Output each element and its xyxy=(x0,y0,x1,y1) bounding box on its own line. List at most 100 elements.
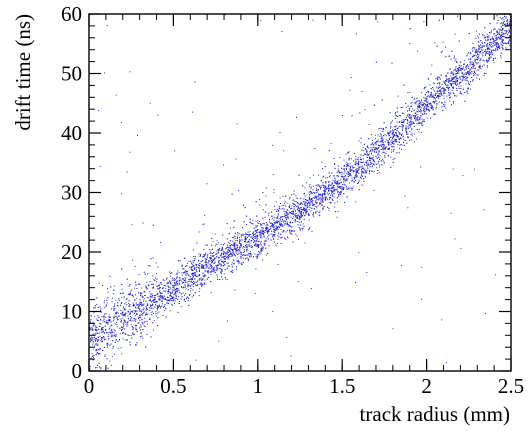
scatter-point xyxy=(410,106,412,108)
scatter-point xyxy=(475,61,477,63)
scatter-point xyxy=(186,297,187,299)
scatter-point xyxy=(256,222,258,224)
scatter-point xyxy=(205,244,207,246)
scatter-point xyxy=(410,116,412,118)
scatter-point xyxy=(508,40,509,42)
scatter-point xyxy=(114,308,116,310)
scatter-point xyxy=(229,251,231,253)
scatter-point xyxy=(149,309,151,311)
scatter-point xyxy=(98,362,100,364)
scatter-point xyxy=(433,94,435,96)
scatter-point xyxy=(190,260,191,262)
scatter-point xyxy=(250,247,252,248)
scatter-point xyxy=(134,315,136,317)
scatter-point xyxy=(325,196,327,198)
scatter-point xyxy=(396,132,397,134)
scatter-point xyxy=(216,276,218,278)
scatter-point xyxy=(150,293,152,295)
scatter-point xyxy=(328,209,330,211)
scatter-point xyxy=(177,280,179,282)
scatter-point xyxy=(193,267,195,269)
scatter-point xyxy=(244,239,246,241)
scatter-point xyxy=(457,78,459,80)
scatter-point xyxy=(408,116,410,118)
scatter-point xyxy=(450,72,452,74)
scatter-point xyxy=(451,89,453,91)
scatter-point xyxy=(177,283,179,284)
scatter-point xyxy=(113,285,115,287)
scatter-point xyxy=(410,124,412,126)
scatter-point xyxy=(240,234,242,236)
scatter-point xyxy=(365,170,367,172)
scatter-point xyxy=(381,127,383,129)
scatter-point xyxy=(337,170,339,172)
scatter-point xyxy=(401,133,403,135)
scatter-point xyxy=(501,44,503,46)
scatter-point xyxy=(450,75,452,77)
scatter-point xyxy=(198,264,200,266)
scatter-point xyxy=(480,67,482,69)
scatter-point xyxy=(229,240,231,242)
scatter-point xyxy=(227,256,229,258)
scatter-point xyxy=(472,50,474,52)
scatter-point xyxy=(223,254,225,255)
scatter-point xyxy=(262,230,264,231)
scatter-point xyxy=(328,193,330,195)
scatter-point xyxy=(312,200,314,202)
scatter-point xyxy=(347,170,349,172)
scatter-point xyxy=(376,149,378,151)
scatter-point xyxy=(353,177,355,179)
scatter-point xyxy=(110,332,112,334)
scatter-point xyxy=(225,252,227,254)
scatter-point xyxy=(463,76,465,78)
scatter-point xyxy=(111,336,113,338)
scatter-point xyxy=(141,304,142,306)
scatter-point xyxy=(416,117,418,119)
scatter-point xyxy=(103,336,105,338)
scatter-point xyxy=(227,258,229,260)
scatter-point xyxy=(183,272,185,274)
scatter-point xyxy=(106,332,108,334)
scatter-point xyxy=(290,212,292,214)
scatter-point xyxy=(223,251,225,253)
scatter-point xyxy=(246,250,248,252)
scatter-point xyxy=(502,34,504,36)
scatter-point xyxy=(488,57,490,59)
scatter-point xyxy=(436,97,438,98)
scatter-point xyxy=(275,221,277,223)
scatter-point xyxy=(425,103,427,105)
scatter-point xyxy=(276,201,277,203)
scatter-point xyxy=(489,23,491,25)
scatter-point xyxy=(502,28,504,30)
scatter-point xyxy=(210,268,212,270)
scatter-point xyxy=(247,231,249,233)
scatter-point xyxy=(364,172,366,174)
scatter-point xyxy=(472,54,474,56)
scatter-point xyxy=(495,50,497,52)
scatter-point xyxy=(378,172,380,174)
scatter-point xyxy=(136,325,138,326)
scatter-point xyxy=(407,92,409,94)
scatter-point xyxy=(438,95,439,96)
scatter-point xyxy=(135,329,137,331)
scatter-point xyxy=(238,261,240,263)
scatter-point xyxy=(476,74,478,76)
scatter-point xyxy=(379,133,381,135)
scatter-point xyxy=(191,296,193,298)
scatter-point xyxy=(256,239,258,241)
scatter-point xyxy=(358,169,360,171)
scatter-point xyxy=(331,184,333,186)
scatter-point xyxy=(96,329,98,331)
scatter-point xyxy=(291,213,293,215)
scatter-point xyxy=(423,104,425,106)
scatter-point xyxy=(393,130,395,132)
scatter-point xyxy=(432,109,434,111)
scatter-point xyxy=(173,287,175,289)
scatter-point xyxy=(152,304,154,306)
scatter-point xyxy=(383,148,385,150)
scatter-point xyxy=(488,35,490,37)
scatter-point xyxy=(331,186,333,188)
scatter-point xyxy=(200,261,202,263)
scatter-point xyxy=(208,267,210,269)
scatter-point xyxy=(387,132,389,134)
